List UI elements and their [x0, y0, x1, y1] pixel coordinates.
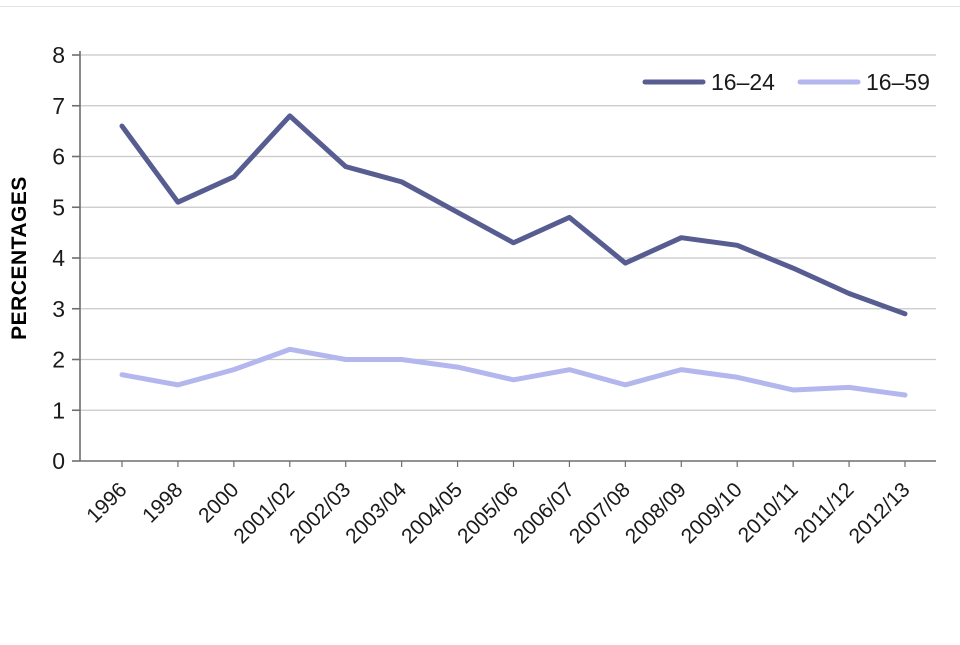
y-axis-title: PERCENTAGES: [8, 176, 31, 340]
page-top-divider: [0, 6, 960, 7]
x-tick-label-1: 1998: [138, 478, 187, 527]
x-tick-label-3: 2001/02: [229, 478, 299, 548]
legend-label-1: 16–59: [866, 69, 930, 95]
y-tick-label-6: 6: [52, 144, 65, 170]
series-line-16-24: [119, 113, 908, 317]
x-tick-label-12: 2010/11: [734, 478, 803, 547]
y-tick-label-7: 7: [52, 93, 65, 119]
y-tick-label-2: 2: [52, 347, 65, 373]
x-tick-label-2: 2000: [194, 478, 243, 527]
y-tick-label-4: 4: [52, 245, 65, 271]
y-tick-label-1: 1: [52, 397, 65, 423]
y-tick-label-5: 5: [52, 194, 65, 220]
x-tick-label-7: 2005/06: [453, 478, 523, 548]
x-tick-label-0: 1996: [82, 478, 131, 527]
y-tick-label-8: 8: [52, 42, 65, 68]
x-tick-label-6: 2004/05: [397, 478, 467, 548]
series-line-16-59: [119, 346, 908, 398]
x-tick-label-8: 2006/07: [509, 478, 579, 548]
x-tick-label-14: 2012/13: [845, 478, 915, 548]
y-tick-label-0: 0: [52, 448, 65, 474]
x-tick-label-9: 2007/08: [565, 478, 635, 548]
y-tick-label-3: 3: [52, 296, 65, 322]
x-tick-label-4: 2002/03: [285, 478, 355, 548]
legend-label-0: 16–24: [711, 69, 775, 95]
x-tick-label-10: 2008/09: [621, 478, 691, 548]
x-tick-label-11: 2009/10: [677, 478, 747, 548]
x-tick-label-5: 2003/04: [341, 478, 411, 548]
